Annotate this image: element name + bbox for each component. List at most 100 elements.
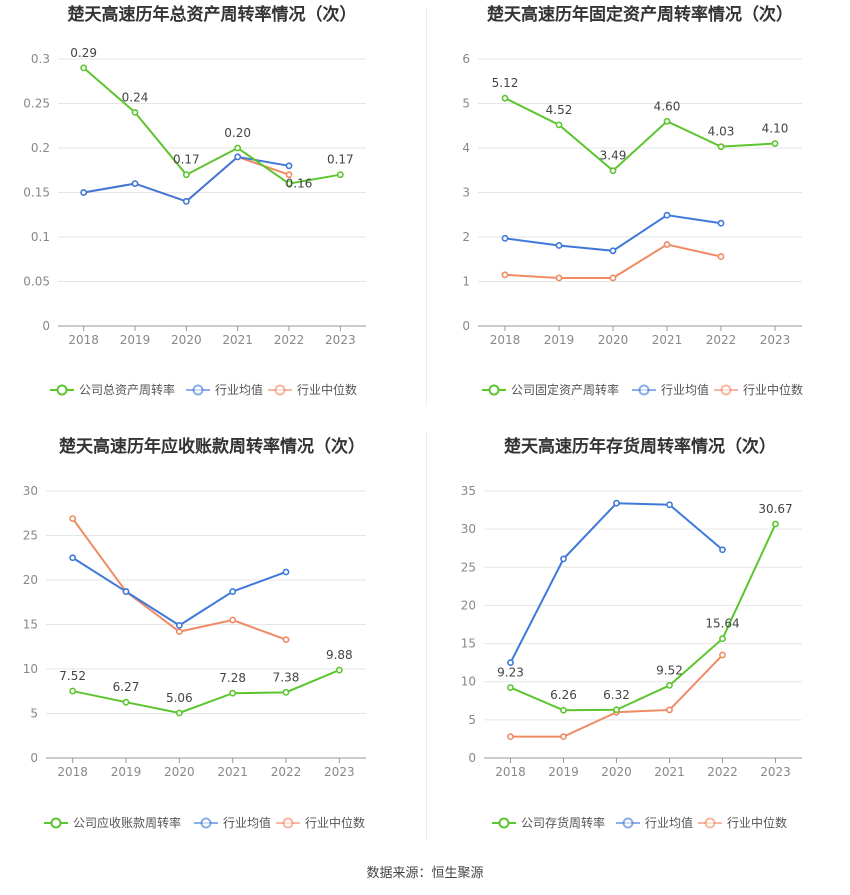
data-label: 0.20 (224, 126, 251, 140)
y-tick-label: 0.1 (31, 230, 50, 244)
y-tick-label: 30 (461, 522, 476, 536)
data-point-avg (555, 242, 563, 249)
data-label: 30.67 (758, 502, 792, 516)
data-point-median (282, 636, 290, 644)
y-tick-label: 35 (461, 484, 476, 498)
legend-label: 行业均值 (661, 382, 709, 397)
data-point-company (336, 171, 344, 179)
data-point-avg (175, 621, 183, 629)
data-point-median (69, 515, 77, 522)
x-tick-label: 2023 (760, 765, 791, 779)
legend-marker (274, 384, 286, 396)
y-tick-label: 0.2 (31, 141, 50, 155)
series-line-avg (509, 502, 724, 664)
x-tick-label: 2023 (325, 333, 356, 347)
legend-label: 行业均值 (215, 382, 263, 397)
legend-label: 行业中位数 (743, 382, 803, 397)
x-tick-label: 2022 (271, 765, 302, 779)
legend-item-median: 行业中位数 (268, 382, 357, 397)
data-point-median (555, 274, 563, 282)
y-tick-label: 0 (42, 319, 50, 333)
legend-item-median: 行业中位数 (276, 815, 365, 830)
legend-label: 行业均值 (645, 815, 693, 830)
y-tick-label: 6 (462, 52, 470, 66)
data-point-avg (717, 219, 725, 227)
data-point-avg (229, 588, 237, 595)
series-line-company (510, 523, 777, 712)
y-tick-label: 0 (468, 751, 476, 765)
legend-item-avg: 行业均值 (632, 382, 709, 397)
data-label: 7.52 (59, 669, 86, 683)
x-tick-label: 2022 (706, 333, 737, 347)
legend-item-median: 行业中位数 (714, 382, 803, 397)
data-point-median (560, 733, 567, 741)
data-point-company (609, 167, 617, 175)
y-tick-label: 2 (462, 230, 470, 244)
data-label: 6.27 (113, 680, 140, 694)
series-line-avg (72, 556, 287, 627)
data-point-median (666, 706, 673, 714)
data-point-median (717, 253, 725, 260)
data-source-label: 数据来源：恒生聚源 (366, 866, 484, 881)
vertical-divider-bottom (426, 432, 427, 840)
legend-item-company: 公司存货周转率 (492, 815, 605, 830)
data-point-median (285, 171, 293, 179)
legend-marker (638, 384, 650, 396)
data-label: 7.38 (273, 670, 300, 684)
legend-label: 公司存货周转率 (521, 815, 605, 830)
x-tick-label: 2022 (274, 333, 305, 347)
legend-label: 公司总资产周转率 (79, 382, 175, 397)
data-point-avg (122, 588, 130, 595)
data-label: 9.52 (656, 663, 683, 677)
legend-item-avg: 行业均值 (186, 382, 263, 397)
legend-marker (200, 817, 212, 829)
legend-item-avg: 行业均值 (194, 815, 271, 830)
legend-marker (622, 817, 634, 829)
data-point-company (719, 635, 726, 643)
legend-label: 行业中位数 (727, 815, 787, 830)
y-tick-label: 10 (461, 675, 476, 689)
y-tick-label: 20 (23, 573, 38, 587)
data-label: 9.23 (497, 666, 524, 680)
data-point-avg (282, 568, 290, 576)
data-point-company (175, 709, 183, 717)
data-point-company (613, 706, 620, 714)
y-tick-label: 25 (461, 560, 476, 574)
data-label: 0.16 (286, 177, 313, 191)
legend-label: 行业中位数 (297, 382, 357, 397)
y-tick-label: 5 (30, 707, 38, 721)
legend-marker (192, 384, 204, 396)
x-tick-label: 2021 (652, 333, 683, 347)
data-label: 4.52 (546, 103, 573, 117)
y-tick-label: 3 (462, 186, 470, 200)
data-point-company (234, 144, 242, 152)
legend-marker (498, 817, 510, 829)
x-tick-label: 2023 (324, 765, 355, 779)
data-point-median (663, 241, 671, 248)
y-tick-label: 25 (23, 529, 38, 543)
legend-label: 公司固定资产周转率 (511, 382, 619, 397)
legend-item-company: 公司应收账款周转率 (44, 815, 181, 830)
data-point-avg (80, 189, 88, 196)
data-point-median (507, 733, 514, 741)
y-tick-label: 0.25 (23, 97, 50, 111)
chart-panel-3: 楚天高速历年应收账款周转率情况（次） 0 5 10 15 20 25 30 2018 2019 20… (23, 436, 366, 830)
y-tick-label: 1 (462, 275, 470, 289)
data-point-median (175, 628, 183, 636)
data-point-company (560, 706, 567, 714)
data-label: 4.03 (708, 125, 735, 139)
data-point-median (719, 651, 726, 659)
chart-title: 楚天高速历年存货周转率情况（次） (504, 436, 776, 457)
series-line-company (504, 97, 776, 173)
x-tick-label: 2019 (111, 765, 142, 779)
y-tick-label: 15 (461, 637, 476, 651)
chart-panel-1: 楚天高速历年总资产周转率情况（次） 0 0.05 0.1 0.15 0.2 0.25 0.3 2… (23, 4, 366, 397)
data-label: 9.88 (326, 648, 353, 662)
legend-item-avg: 行业均值 (616, 815, 693, 830)
data-point-avg (507, 659, 514, 667)
data-point-company (717, 143, 725, 151)
series-line-avg (504, 214, 722, 252)
legend-marker (56, 384, 68, 396)
data-point-avg (234, 153, 242, 161)
chart-title: 楚天高速历年总资产周转率情况（次） (68, 4, 357, 25)
